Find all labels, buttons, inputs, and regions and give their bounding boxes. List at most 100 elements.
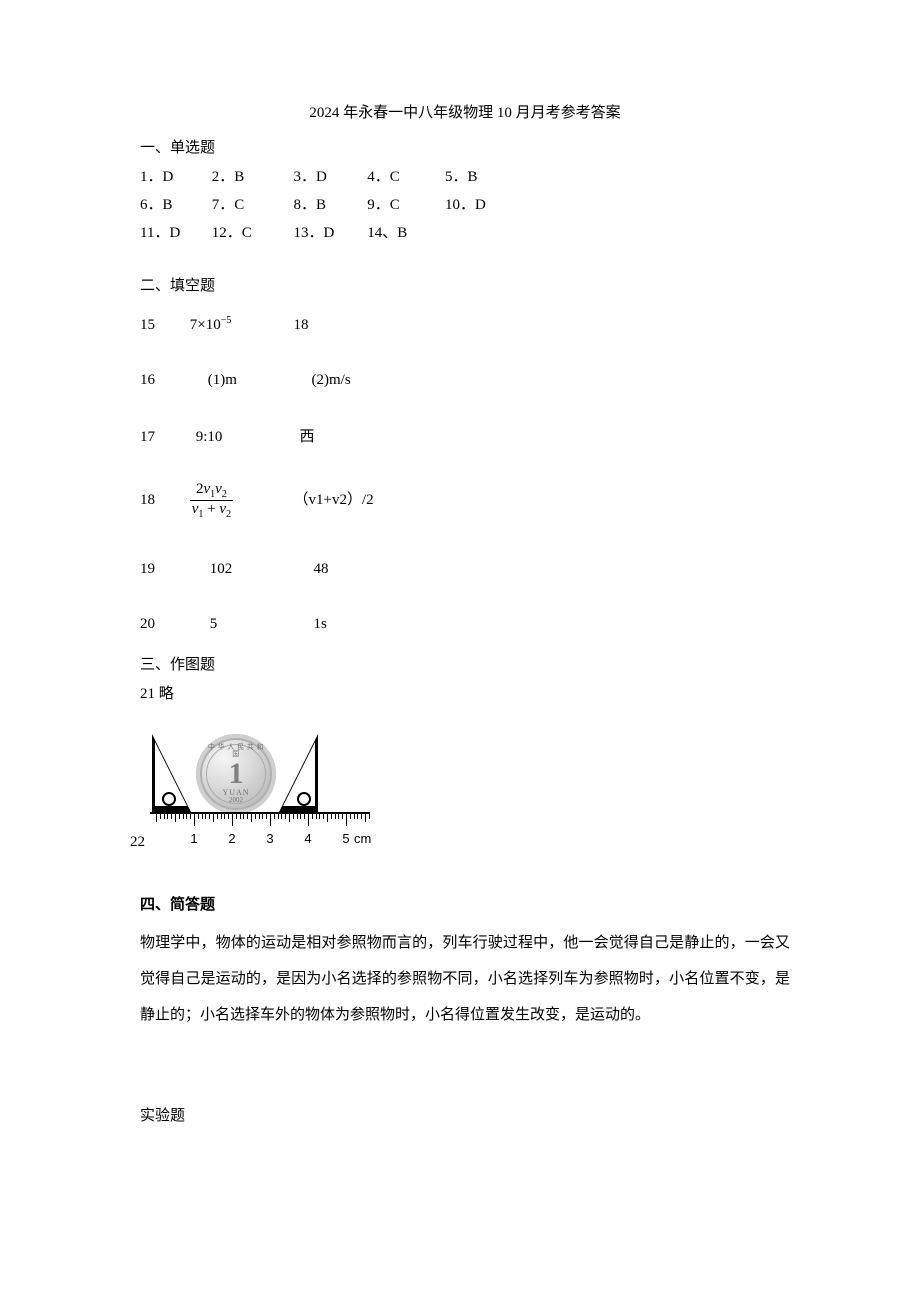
ruler-tick	[281, 812, 282, 819]
ruler-label: 4	[304, 827, 311, 850]
ruler-tick	[179, 812, 180, 819]
ruler-tick	[259, 812, 260, 819]
coin-year: 2002	[229, 797, 243, 804]
ruler-tick	[308, 812, 309, 826]
ruler-tick	[194, 812, 195, 826]
page-title: 2024 年永春一中八年级物理 10 月月考参考答案	[140, 100, 790, 127]
ruler-tick	[190, 812, 191, 819]
ruler-tick	[217, 812, 218, 819]
ruler-label: 5	[342, 827, 349, 850]
fill-q18: 18 2v1v2 v1 + v2 （v1+v2）/2	[140, 481, 790, 520]
ruler-tick	[202, 812, 203, 819]
q18-num: 18	[140, 487, 186, 514]
q15-base: 7×10	[190, 317, 221, 333]
q16-ans1: (1)m	[190, 367, 308, 394]
q19-num: 19	[140, 556, 186, 583]
ruler-tick	[316, 812, 317, 819]
q18-ans2: （v1+v2）/2	[294, 492, 374, 508]
ruler-tick	[346, 812, 347, 826]
ruler-tick	[319, 812, 320, 819]
ruler-tick	[232, 812, 233, 826]
ruler-tick	[209, 812, 210, 819]
q18-den-plus: +	[203, 501, 219, 517]
section-5-heading: 实验题	[140, 1103, 790, 1130]
ruler-tick	[186, 812, 187, 819]
mcq-10: 10．D	[445, 192, 486, 219]
ruler-tick	[224, 812, 225, 819]
ruler-tick	[205, 812, 206, 819]
ruler-label: 1	[190, 827, 197, 850]
ruler-tick	[236, 812, 237, 819]
mcq-14: 14、B	[367, 220, 407, 247]
q18-den-s2: 2	[226, 509, 231, 520]
q15-ans1: 7×10−5	[190, 312, 290, 339]
ruler-label: 3	[266, 827, 273, 850]
fill-q16: 16 (1)m (2)m/s	[140, 367, 790, 394]
q21: 21 略	[140, 681, 790, 708]
ruler-tick	[262, 812, 263, 819]
ruler-tick	[156, 812, 157, 822]
section-1-heading: 一、单选题	[140, 135, 790, 162]
fill-q17: 17 9:10 西	[140, 424, 790, 451]
q16-ans2: (2)m/s	[312, 372, 351, 388]
ruler-tick	[164, 812, 165, 819]
ruler-tick	[247, 812, 248, 819]
mcq-5: 5．B	[445, 164, 478, 191]
mcq-row-1: 1．D 2．B 3．D 4．C 5．B	[140, 164, 790, 191]
mcq-11: 11．D	[140, 220, 208, 247]
mcq-row-3: 11．D 12．C 13．D 14、B	[140, 220, 790, 247]
ruler-tick	[251, 812, 252, 822]
q18-ans1: 2v1v2 v1 + v2	[190, 481, 290, 520]
ruler-tick	[338, 812, 339, 819]
coin-inner: 中 华 人 民 共 和 国 1 YUAN 2002	[206, 744, 266, 804]
mcq-4: 4．C	[367, 164, 441, 191]
ruler-tick	[335, 812, 336, 819]
q16-num: 16	[140, 367, 186, 394]
mcq-7: 7．C	[212, 192, 290, 219]
short-answer-text: 物理学中，物体的运动是相对参照物而言的，列车行驶过程中，他一会觉得自己是静止的，…	[140, 925, 790, 1033]
q20-ans2: 1s	[314, 616, 327, 632]
ruler-tick	[221, 812, 222, 819]
mcq-2: 2．B	[212, 164, 290, 191]
q18-num-s2: 2	[222, 489, 227, 500]
ruler-unit: cm	[354, 827, 371, 850]
ruler-tick	[365, 812, 366, 822]
ruler-tick	[228, 812, 229, 819]
ruler-tick	[369, 812, 370, 819]
fill-q15: 15 7×10−5 18	[140, 312, 790, 339]
ruler-tick	[312, 812, 313, 819]
ruler-label: 2	[228, 827, 235, 850]
coin-value: 1	[229, 759, 244, 789]
q17-ans1: 9:10	[190, 424, 296, 451]
ruler-tick	[297, 812, 298, 819]
q20-num: 20	[140, 611, 186, 638]
ruler-tick	[183, 812, 184, 819]
ruler-tick	[160, 812, 161, 819]
section-3-heading: 三、作图题	[140, 652, 790, 679]
ruler-tick	[357, 812, 358, 819]
q17-ans2: 西	[300, 429, 315, 445]
ruler-tick	[243, 812, 244, 819]
ruler-tick	[213, 812, 214, 822]
ruler-tick	[175, 812, 176, 822]
ruler-tick	[300, 812, 301, 819]
q17-num: 17	[140, 424, 186, 451]
q19-ans1: 102	[190, 556, 310, 583]
mcq-9: 9．C	[367, 192, 441, 219]
q15-num: 15	[140, 312, 186, 339]
ruler-tick	[266, 812, 267, 819]
q15-ans2: 18	[294, 317, 309, 333]
ruler-tick	[289, 812, 290, 822]
ruler-tick	[342, 812, 343, 819]
ruler-tick	[354, 812, 355, 819]
ruler-tick	[304, 812, 305, 819]
ruler-tick	[331, 812, 332, 819]
ruler-tick	[350, 812, 351, 819]
ruler-tick	[293, 812, 294, 819]
page: 2024 年永春一中八年级物理 10 月月考参考答案 一、单选题 1．D 2．B…	[0, 0, 920, 1302]
mcq-row-2: 6．B 7．C 8．B 9．C 10．D	[140, 192, 790, 219]
ruler-tick	[171, 812, 172, 819]
ruler-icon: 1 2 3 4 5cm	[150, 812, 370, 850]
q22-diagram: 中 华 人 民 共 和 国 1 YUAN 2002 12345cm 22	[140, 712, 370, 852]
ruler-tick	[255, 812, 256, 819]
